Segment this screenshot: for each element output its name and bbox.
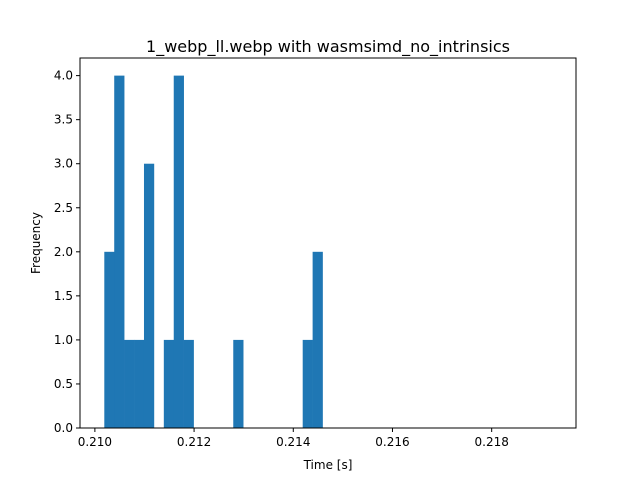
y-tick-label: 3.5 <box>54 113 73 127</box>
histogram-bar <box>312 251 323 428</box>
y-tick-label: 3.0 <box>54 157 73 171</box>
x-axis-ticks: 0.210 0.212 0.214 0.216 0.218 <box>78 428 509 449</box>
y-tick-label: 0.0 <box>54 421 73 435</box>
x-tick-label: 0.218 <box>475 435 509 449</box>
histogram-bar <box>104 251 115 428</box>
histogram-bar <box>143 163 155 428</box>
histogram-bar <box>233 339 244 428</box>
y-tick-label: 4.0 <box>54 69 73 83</box>
histogram-bar <box>183 339 194 428</box>
y-axis-ticks: 0.0 0.5 1.0 1.5 2.0 2.5 3.0 3.5 4.0 <box>54 69 80 435</box>
y-tick-label: 2.0 <box>54 245 73 259</box>
chart-title: 1_webp_ll.webp with wasmsimd_no_intrinsi… <box>146 37 510 57</box>
x-tick-label: 0.210 <box>78 435 112 449</box>
x-tick-label: 0.214 <box>276 435 310 449</box>
y-tick-label: 2.5 <box>54 201 73 215</box>
bars-group <box>104 75 323 429</box>
y-tick-label: 1.5 <box>54 289 73 303</box>
histogram-bar <box>302 339 313 428</box>
y-tick-label: 0.5 <box>54 377 73 391</box>
histogram-bar <box>114 75 125 429</box>
histogram-bar <box>163 339 175 428</box>
histogram-bar <box>173 75 184 429</box>
y-axis-label: Frequency <box>29 212 43 274</box>
x-tick-label: 0.212 <box>177 435 211 449</box>
x-axis-label: Time [s] <box>303 458 353 472</box>
x-tick-label: 0.216 <box>375 435 409 449</box>
y-tick-label: 1.0 <box>54 333 73 347</box>
plot-frame <box>79 57 577 429</box>
histogram-bar <box>124 339 135 428</box>
histogram-bar <box>134 339 145 428</box>
